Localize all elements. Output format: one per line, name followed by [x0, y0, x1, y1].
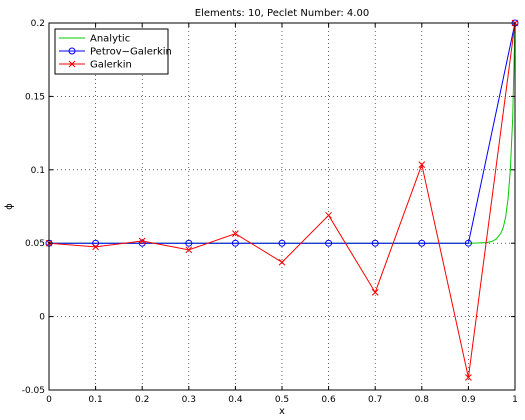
data-point-galerkin — [465, 374, 472, 381]
axis-ticks: 0 0.1 0.2 0.3 0.4 0.5 0.6 0.7 0.8 0.9 1-0.0500.050… — [22, 19, 518, 405]
data-point-galerkin — [232, 230, 239, 238]
x-marker-stroke — [185, 246, 193, 254]
data-point-petrov-galerkin — [185, 239, 193, 247]
x-marker-stroke — [232, 230, 239, 238]
plot-area-frame — [48, 22, 516, 391]
chart-title: Elements: 10, Peclet Number: 4.00 — [195, 8, 369, 19]
legend-label: Analytic — [90, 34, 130, 45]
x-marker-stroke — [418, 161, 426, 169]
data-point-galerkin — [371, 289, 379, 296]
x-tick-label: 1 — [512, 395, 518, 405]
data-point-galerkin — [92, 243, 99, 251]
data-point-petrov-galerkin — [138, 239, 146, 247]
x-marker-stroke — [278, 258, 286, 266]
x-marker-stroke — [325, 211, 332, 219]
legend-label: Galerkin — [90, 60, 132, 71]
plot-series — [45, 19, 519, 381]
x-tick-label: 0 — [46, 395, 52, 405]
legend-marker — [68, 47, 76, 55]
x-tick-label: 0.3 — [182, 395, 196, 405]
data-point-petrov-galerkin — [278, 239, 286, 247]
y-tick-label: 0 — [39, 313, 45, 323]
x-tick-label: 0.9 — [461, 395, 476, 405]
y-tick-label: 0.1 — [31, 166, 45, 176]
x-tick-label: 0.6 — [321, 395, 336, 405]
x-tick-label: 0.2 — [135, 395, 149, 405]
data-point-galerkin — [138, 237, 146, 245]
data-point-petrov-galerkin — [464, 239, 472, 247]
data-point-petrov-galerkin — [325, 239, 333, 247]
data-point-galerkin — [325, 211, 332, 219]
data-point-galerkin — [418, 161, 426, 169]
y-tick-label: 0.05 — [25, 239, 45, 249]
legend-marker — [68, 60, 76, 68]
x-axis-label: x — [279, 406, 285, 417]
legend-entry-analytic: Analytic — [59, 34, 130, 45]
y-tick-label: 0.2 — [31, 19, 45, 29]
x-tick-label: 0.7 — [368, 395, 382, 405]
x-marker-stroke — [371, 289, 379, 296]
x-marker-stroke — [465, 374, 472, 381]
x-tick-label: 0.8 — [415, 395, 430, 405]
data-point-galerkin — [185, 246, 193, 254]
grid — [49, 23, 515, 390]
legend: Analytic Petrov−Galerkin Galerkin — [54, 28, 172, 75]
x-marker-stroke — [92, 243, 99, 251]
data-point-petrov-galerkin — [371, 239, 379, 247]
y-tick-label: -0.05 — [22, 386, 45, 396]
x-tick-label: 0.1 — [88, 395, 102, 405]
y-axis-label: ϕ — [4, 203, 15, 210]
x-marker-stroke — [138, 237, 146, 245]
data-point-petrov-galerkin — [418, 239, 426, 247]
legend-entry-galerkin: Galerkin — [59, 60, 132, 71]
x-tick-label: 0.5 — [275, 395, 289, 405]
data-point-galerkin — [278, 258, 286, 266]
legend-entry-petrov-galerkin: Petrov−Galerkin — [59, 47, 172, 58]
y-tick-label: 0.15 — [25, 92, 45, 102]
x-tick-label: 0.4 — [228, 395, 243, 405]
data-point-petrov-galerkin — [231, 239, 239, 247]
legend-label: Petrov−Galerkin — [90, 47, 172, 58]
series-line-galerkin — [48, 22, 516, 378]
